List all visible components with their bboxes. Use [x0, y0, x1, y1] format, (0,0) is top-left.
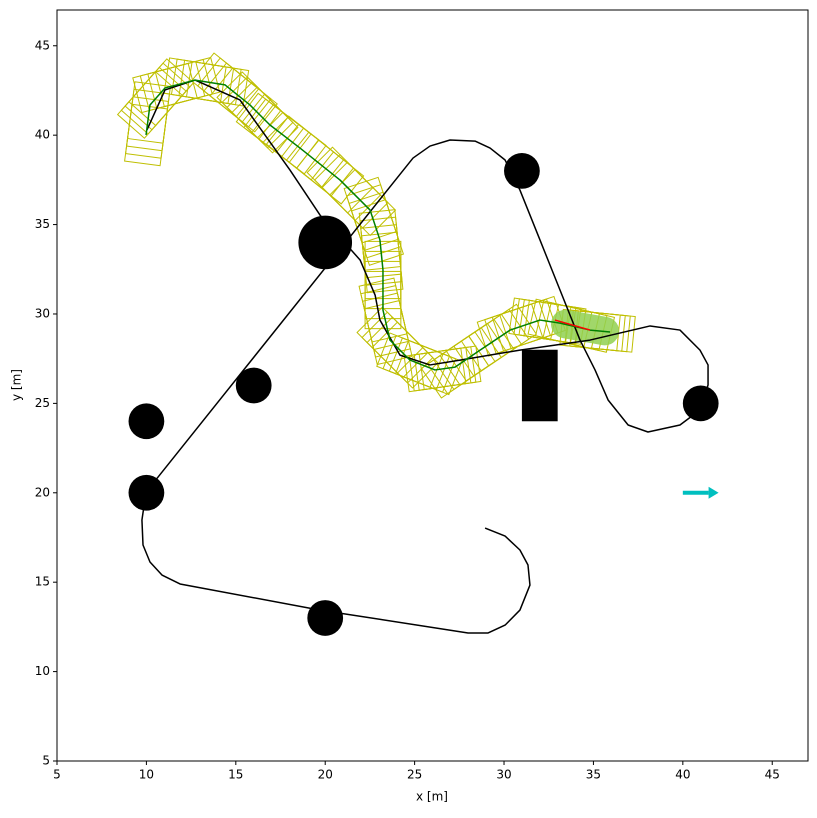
obstacle-circle [128, 403, 165, 440]
vehicle [551, 309, 620, 346]
y-tick-label: 45 [35, 38, 50, 52]
x-tick-label: 15 [228, 768, 243, 782]
x-tick-label: 40 [675, 768, 690, 782]
x-tick-label: 25 [407, 768, 422, 782]
path-line [554, 319, 591, 331]
y-tick-label: 30 [35, 306, 50, 320]
y-tick-label: 5 [42, 754, 50, 768]
x-tick-label: 30 [496, 768, 511, 782]
x-tick-label: 20 [318, 768, 333, 782]
y-tick-label: 25 [35, 396, 50, 410]
plot-area [116, 52, 719, 636]
vehicle-footprint [363, 300, 413, 366]
vehicle-footprint [350, 199, 405, 266]
vehicle-footprint [126, 81, 172, 144]
x-tick-label: 5 [53, 768, 61, 782]
y-tick-label: 10 [35, 664, 50, 678]
vehicle-footprint [154, 56, 221, 108]
y-tick-label: 40 [35, 128, 50, 142]
x-tick-label: 10 [139, 768, 154, 782]
y-tick-label: 20 [35, 485, 50, 499]
vehicle-footprint [209, 67, 278, 133]
x-tick-label: 35 [586, 768, 601, 782]
obstacle-circle [298, 215, 353, 270]
y-tick-label: 15 [35, 575, 50, 589]
y-axis-label: y [m] [10, 369, 24, 401]
obstacle-circle [504, 153, 540, 189]
obstacle-circle [307, 600, 344, 636]
path-line [145, 79, 611, 371]
obstacle-circle [682, 385, 719, 422]
vehicle-footprint [371, 321, 439, 389]
x-tick-label: 45 [765, 768, 780, 782]
goal-arrow-head [708, 486, 719, 499]
obstacle-circle [235, 367, 272, 404]
obstacle-rect [521, 349, 558, 422]
vehicle-footprint [360, 231, 404, 294]
axes-frame [56, 9, 809, 762]
x-axis-label: x [m] [416, 790, 448, 804]
y-tick-label: 35 [35, 217, 50, 231]
path-line [141, 79, 709, 634]
